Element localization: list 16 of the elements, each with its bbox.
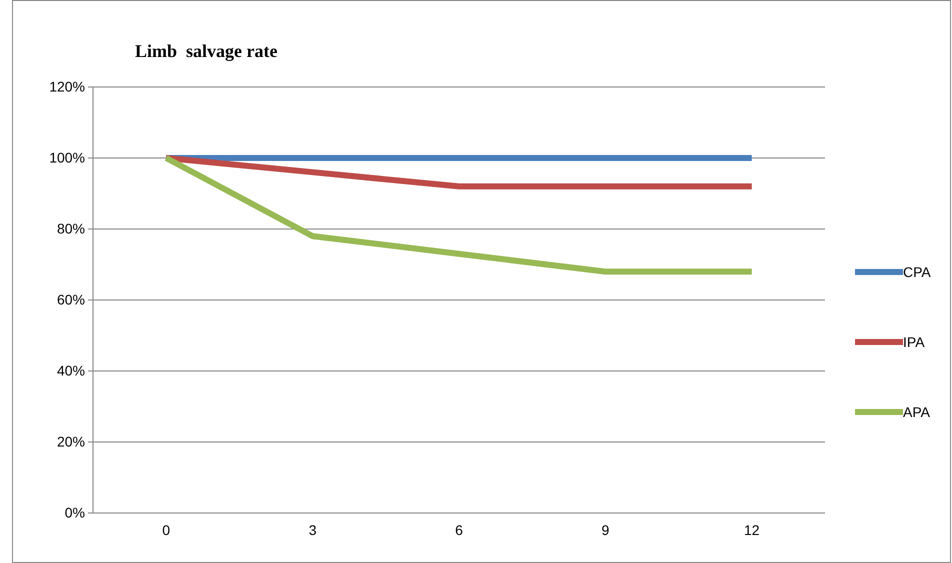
y-tick-label: 120% [49,78,85,94]
x-tick-label: 9 [602,522,610,538]
x-tick-label: 3 [308,522,317,538]
y-tick-label: 100% [49,149,85,166]
y-tick-label: 20% [56,433,85,450]
x-tick-label: 12 [744,522,760,538]
y-tick-label: 60% [56,291,85,308]
x-tick-label: 6 [455,522,464,538]
y-tick-label: 0% [64,504,85,520]
chart-title: Limb salvage rate [135,41,278,61]
x-tick-label: 0 [162,522,170,538]
legend-label: CPA [903,264,932,280]
legend-label: IPA [903,334,926,350]
y-tick-label: 80% [56,220,85,236]
y-tick-label: 40% [56,362,85,378]
legend-label: APA [903,404,931,420]
